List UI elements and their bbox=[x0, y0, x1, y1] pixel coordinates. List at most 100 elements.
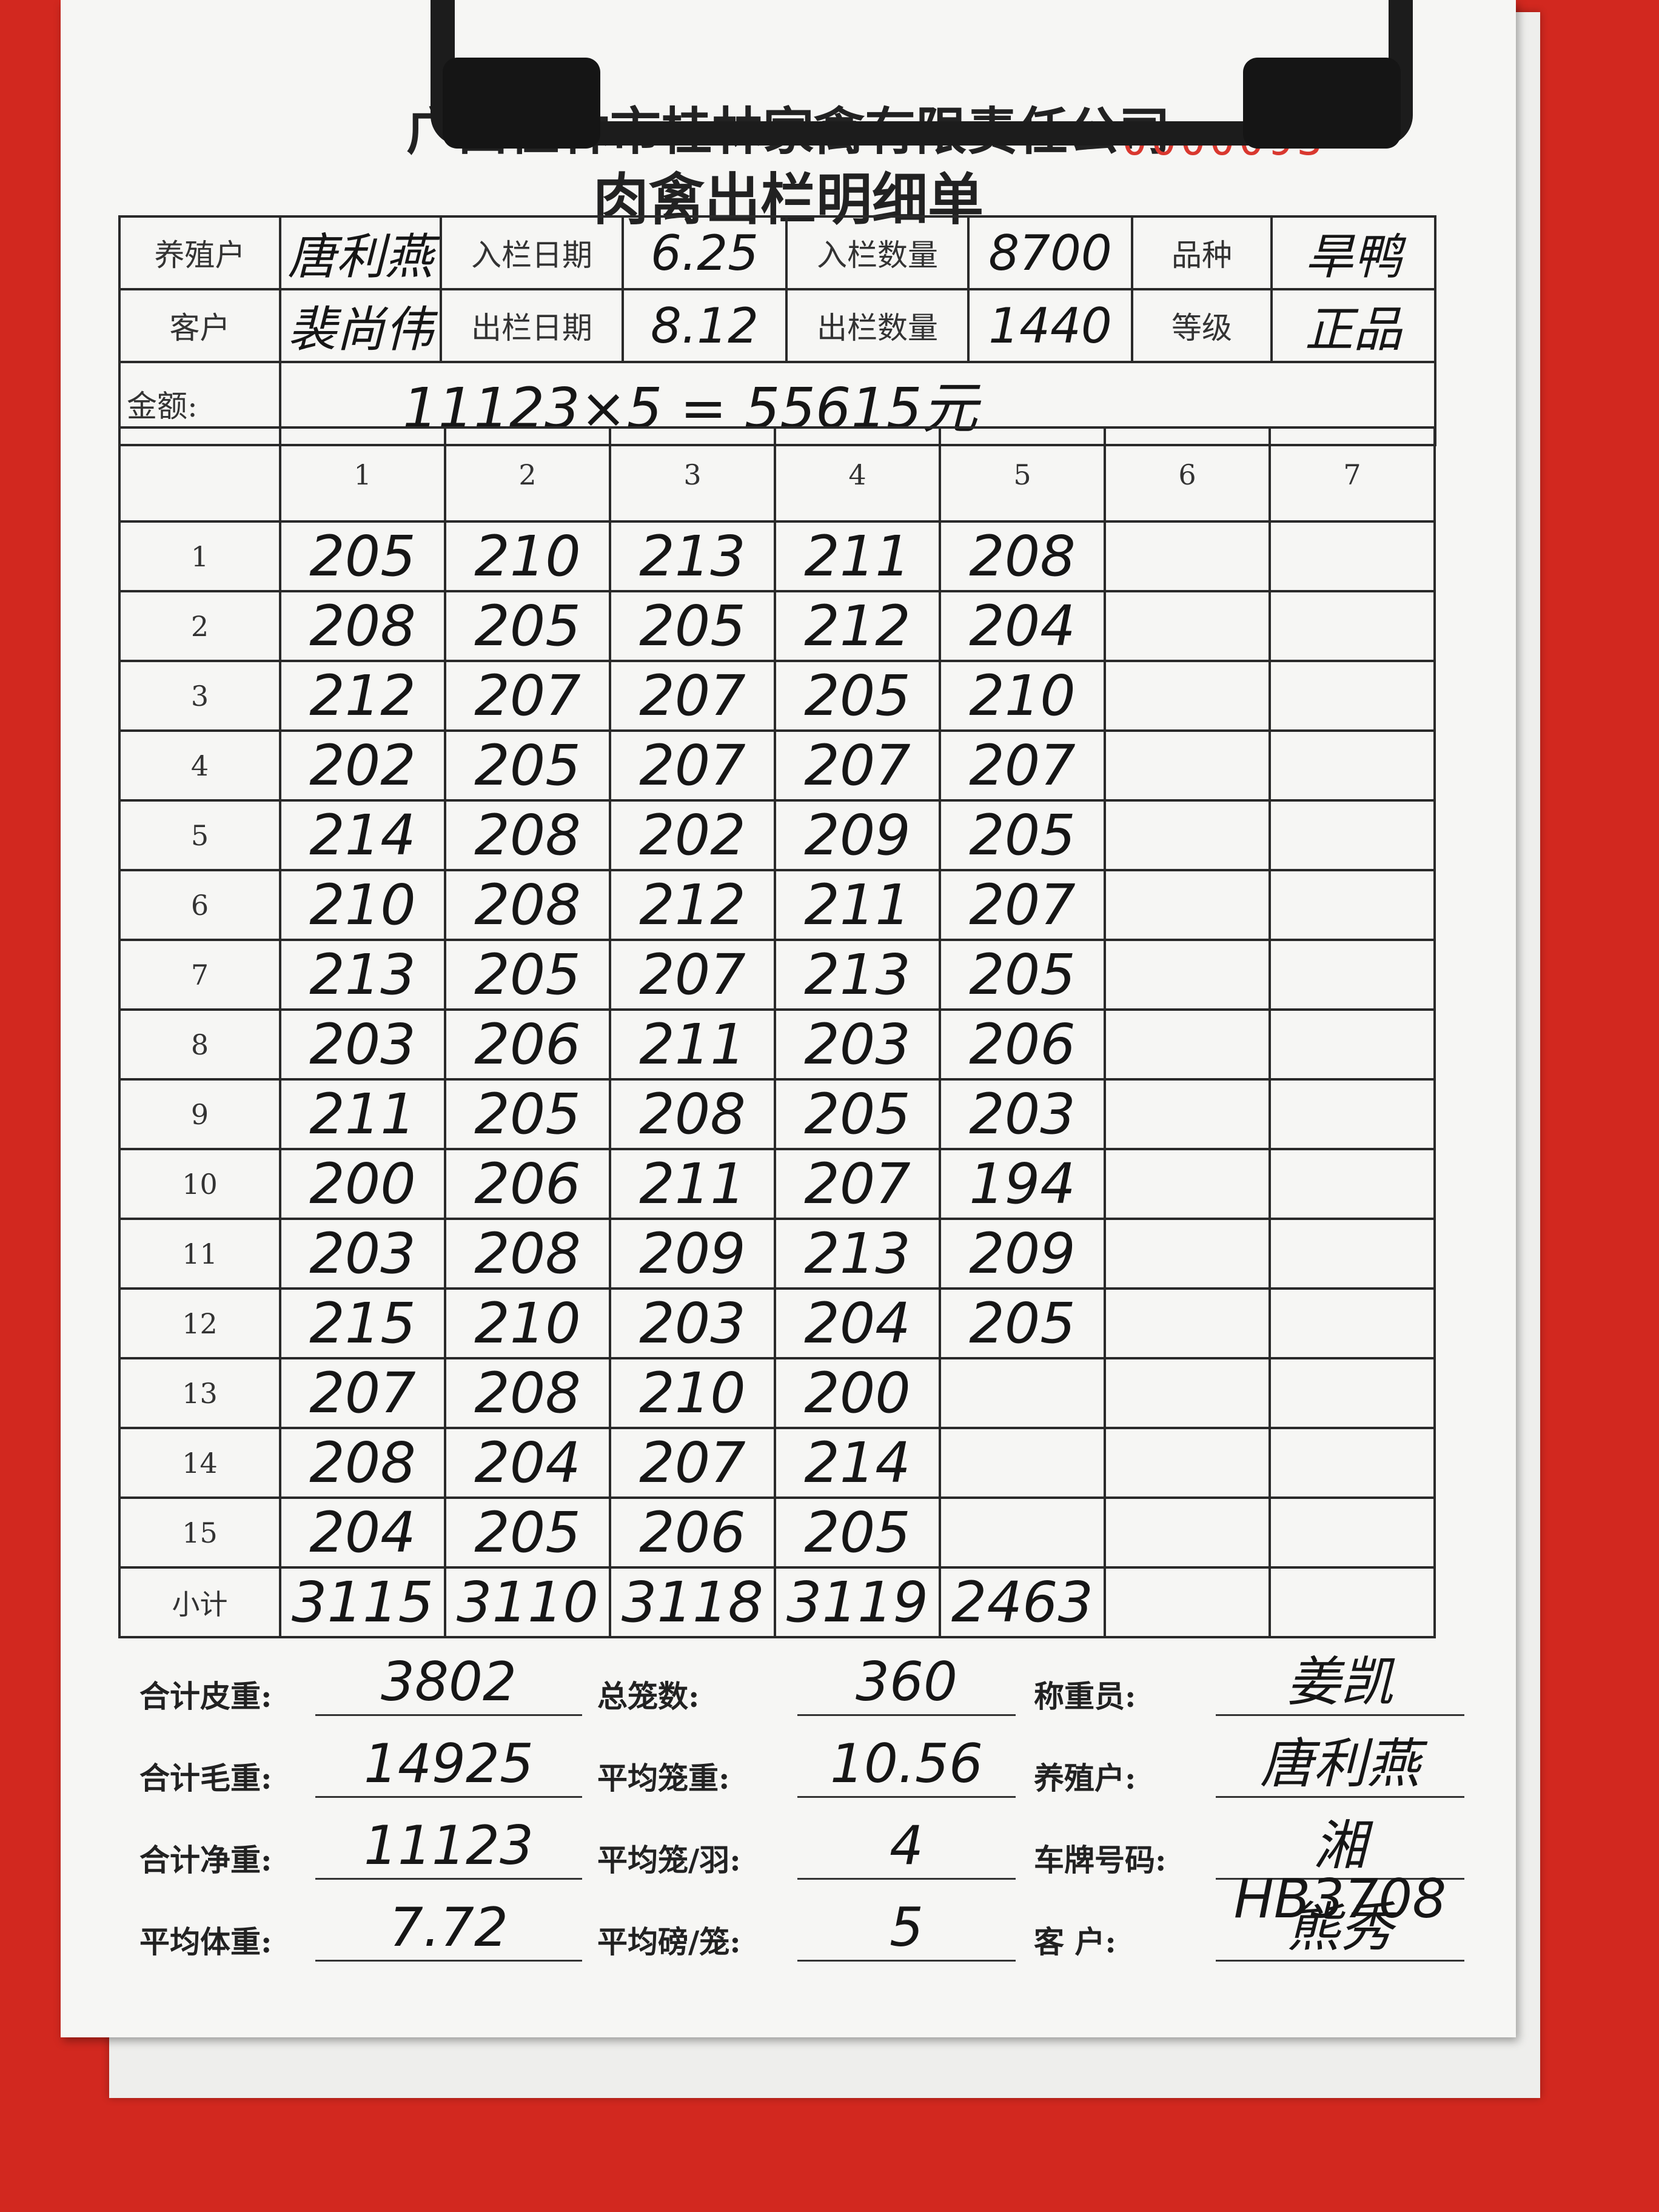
empty-cell bbox=[1104, 590, 1271, 662]
footer-field: 合计皮重: 3802 bbox=[139, 1655, 582, 1716]
empty-cell bbox=[1104, 1078, 1271, 1150]
empty-cell bbox=[1104, 939, 1271, 1011]
weight-cell: 205 bbox=[444, 1078, 611, 1150]
footer-value: 湘HB3708 bbox=[1216, 1819, 1464, 1926]
footer-field: 车牌号码: 湘HB3708 bbox=[1034, 1819, 1464, 1926]
empty-cell bbox=[1104, 1218, 1271, 1290]
weight-cell: 204 bbox=[774, 1287, 941, 1359]
footer-label: 平均体重: bbox=[139, 1924, 272, 1960]
field-value: 1440 bbox=[967, 288, 1133, 363]
field-label: 入栏日期 bbox=[440, 215, 624, 290]
weight-cell: 214 bbox=[279, 799, 446, 871]
footer-value: 7.72 bbox=[315, 1901, 582, 1962]
weight-table: 1 2 3 4 5 6 7 1 205 210 213 211 208 2 208 205 205 212 204 3… bbox=[118, 426, 1436, 1638]
empty-cell bbox=[1269, 869, 1436, 941]
empty-cell bbox=[1269, 1287, 1436, 1359]
data-row: 10 200 206 211 207 194 bbox=[118, 1148, 1436, 1220]
weight-cell: 194 bbox=[939, 1148, 1106, 1220]
weight-cell: 213 bbox=[279, 939, 446, 1011]
info-table: 养殖户 唐利燕 入栏日期 6.25 入栏数量 8700 品种 旱鸭 客户 裴尚伟 出栏日期 8.12 出… bbox=[118, 215, 1436, 446]
row-label: 14 bbox=[118, 1427, 281, 1499]
field-label: 出栏数量 bbox=[785, 288, 970, 363]
empty-cell bbox=[1269, 660, 1436, 732]
empty-cell bbox=[1269, 1427, 1436, 1499]
field-value: 旱鸭 bbox=[1270, 215, 1436, 290]
weight-cell: 211 bbox=[279, 1078, 446, 1150]
field-value: 正品 bbox=[1270, 288, 1436, 363]
footer-field: 客 户: 熊秀 bbox=[1034, 1901, 1464, 1962]
empty-cell bbox=[939, 1357, 1106, 1429]
weight-cell: 205 bbox=[444, 729, 611, 802]
footer-field: 养殖户: 唐利燕 bbox=[1034, 1737, 1464, 1798]
row-label: 13 bbox=[118, 1357, 281, 1429]
footer-label: 车牌号码: bbox=[1034, 1842, 1167, 1878]
footer-field: 平均体重: 7.72 bbox=[139, 1901, 582, 1962]
weight-cell: 207 bbox=[609, 939, 776, 1011]
field-label: 出栏日期 bbox=[440, 288, 624, 363]
weight-cell: 208 bbox=[444, 1218, 611, 1290]
column-header: 7 bbox=[1269, 426, 1436, 523]
weight-cell: 212 bbox=[279, 660, 446, 732]
empty-cell bbox=[1104, 1148, 1271, 1220]
empty-cell bbox=[1269, 590, 1436, 662]
empty-cell bbox=[1104, 729, 1271, 802]
footer-label: 平均笼重: bbox=[597, 1760, 730, 1796]
data-row: 12 215 210 203 204 205 bbox=[118, 1287, 1436, 1359]
weight-cell: 207 bbox=[279, 1357, 446, 1429]
weight-cell: 207 bbox=[774, 1148, 941, 1220]
weight-cell: 210 bbox=[444, 1287, 611, 1359]
weight-cell: 204 bbox=[279, 1496, 446, 1569]
weight-cell: 211 bbox=[774, 869, 941, 941]
row-label: 7 bbox=[118, 939, 281, 1011]
empty-cell bbox=[1104, 1357, 1271, 1429]
weight-cell: 202 bbox=[609, 799, 776, 871]
empty-cell bbox=[1269, 1008, 1436, 1081]
empty-cell bbox=[1104, 869, 1271, 941]
weight-cell: 202 bbox=[279, 729, 446, 802]
empty-cell bbox=[939, 1427, 1106, 1499]
weight-cell: 208 bbox=[939, 520, 1106, 592]
weight-cell: 206 bbox=[444, 1008, 611, 1081]
footer-field: 称重员: 姜凯 bbox=[1034, 1655, 1464, 1716]
weight-cell: 205 bbox=[609, 590, 776, 662]
footer-value: 熊秀 bbox=[1216, 1901, 1464, 1962]
weight-cell: 211 bbox=[609, 1008, 776, 1081]
data-row: 13 207 208 210 200 bbox=[118, 1357, 1436, 1429]
footer-label: 合计皮重: bbox=[139, 1678, 272, 1714]
row-label: 12 bbox=[118, 1287, 281, 1359]
weight-cell: 209 bbox=[609, 1218, 776, 1290]
weight-cell: 205 bbox=[939, 1287, 1106, 1359]
empty-cell bbox=[1104, 799, 1271, 871]
empty-cell bbox=[1104, 1566, 1271, 1638]
empty-cell bbox=[1104, 520, 1271, 592]
weight-cell: 200 bbox=[279, 1148, 446, 1220]
weight-cell: 205 bbox=[444, 1496, 611, 1569]
weight-cell: 210 bbox=[609, 1357, 776, 1429]
weight-cell: 205 bbox=[939, 799, 1106, 871]
data-row: 2 208 205 205 212 204 bbox=[118, 590, 1436, 662]
footer-value: 14925 bbox=[315, 1737, 582, 1798]
empty-cell bbox=[1269, 799, 1436, 871]
column-header: 3 bbox=[609, 426, 776, 523]
field-label: 入栏数量 bbox=[785, 215, 970, 290]
weight-cell: 205 bbox=[774, 1496, 941, 1569]
data-row: 9 211 205 208 205 203 bbox=[118, 1078, 1436, 1150]
row-label: 4 bbox=[118, 729, 281, 802]
weight-cell: 211 bbox=[774, 520, 941, 592]
row-label: 15 bbox=[118, 1496, 281, 1569]
data-row: 1 205 210 213 211 208 bbox=[118, 520, 1436, 592]
field-label: 品种 bbox=[1131, 215, 1273, 290]
clip-hinge bbox=[1243, 58, 1401, 149]
empty-cell bbox=[1104, 1496, 1271, 1569]
footer-field: 平均磅/笼: 5 bbox=[597, 1901, 1016, 1962]
footer-value: 5 bbox=[797, 1901, 1016, 1962]
field-label: 养殖户 bbox=[118, 215, 281, 290]
data-row: 小计 3115 3110 3118 3119 2463 bbox=[118, 1566, 1436, 1638]
empty-cell bbox=[1104, 1008, 1271, 1081]
footer-label: 合计毛重: bbox=[139, 1760, 272, 1796]
field-value: 裴尚伟 bbox=[279, 288, 442, 363]
row-label: 10 bbox=[118, 1148, 281, 1220]
clip-hinge bbox=[443, 58, 600, 149]
